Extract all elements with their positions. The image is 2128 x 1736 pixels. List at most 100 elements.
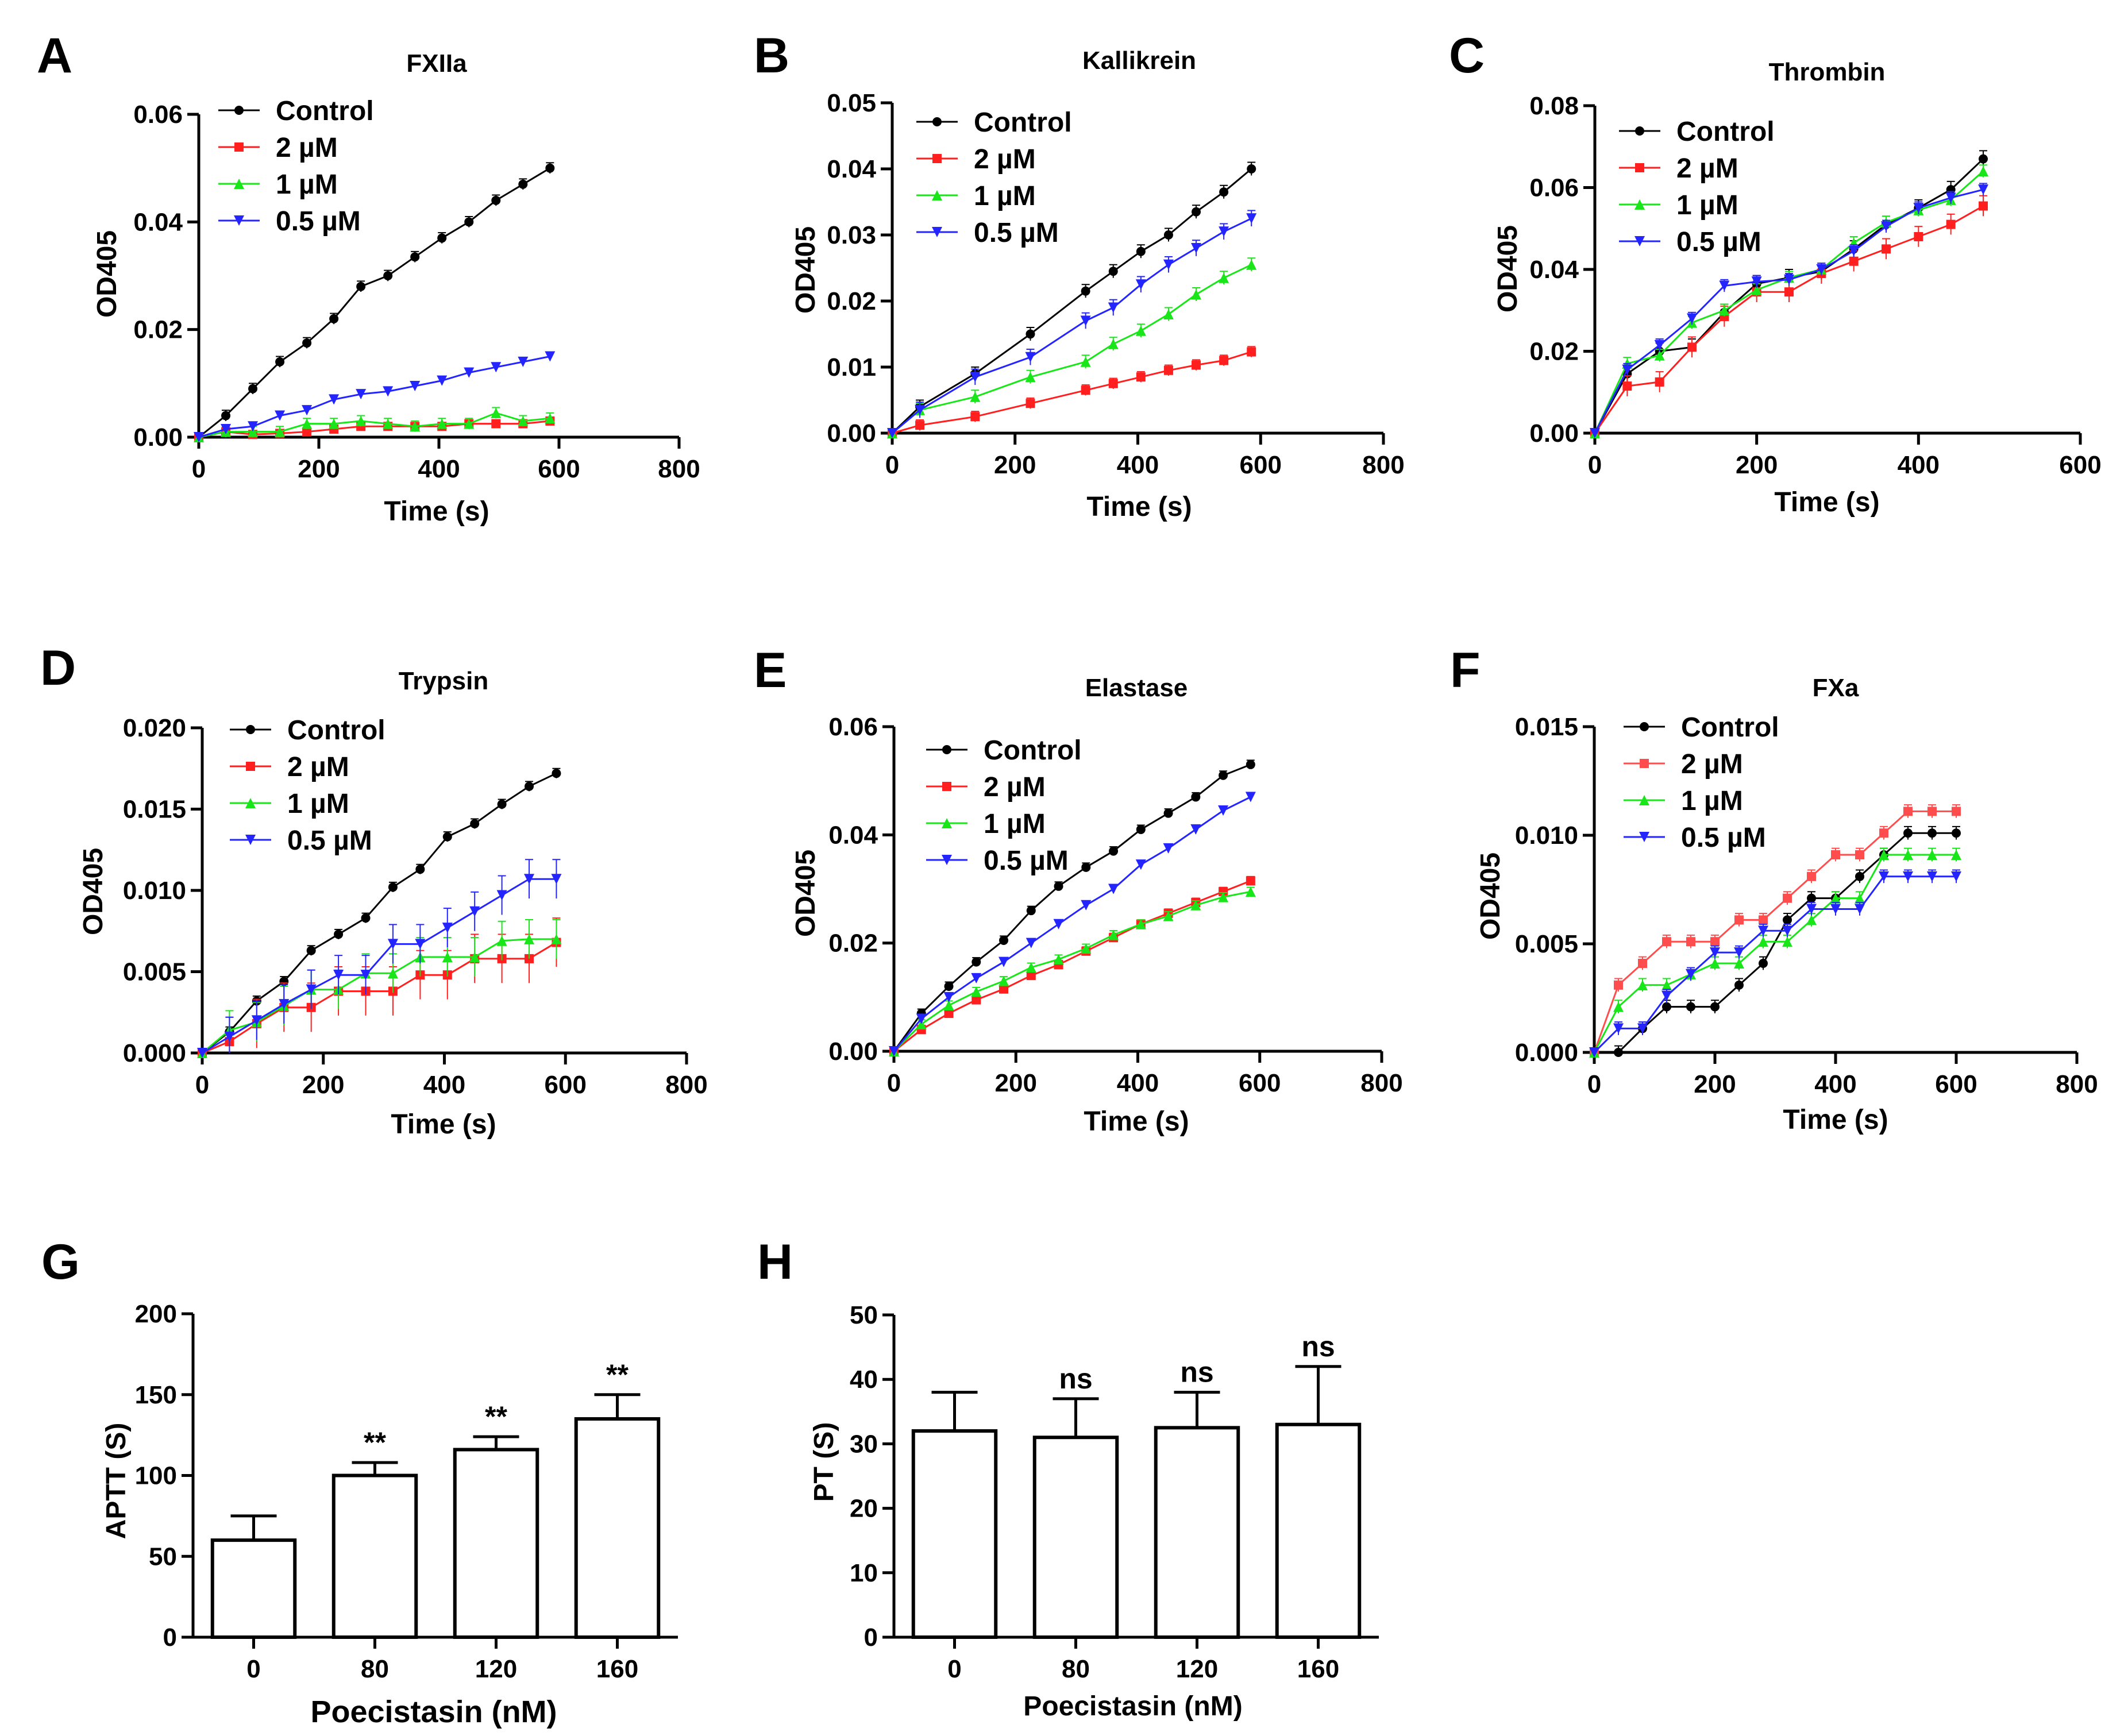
panel-f-legend-label: 2 µM — [1681, 749, 1743, 780]
panel-f-legend-marker — [1640, 759, 1649, 768]
panel-b-data-point — [1025, 352, 1036, 362]
panel-c-legend-label: 2 µM — [1676, 153, 1738, 184]
panel-f-x-tick-label: 800 — [2056, 1070, 2098, 1098]
panel-b-x-tick-label: 0 — [885, 451, 899, 479]
panel-a-data-point — [410, 381, 421, 392]
panel-e-data-point — [999, 975, 1009, 986]
panel-a-data-point — [491, 362, 502, 373]
panel-d-data-point — [442, 832, 452, 842]
panel-c-series-line — [1594, 205, 1984, 434]
panel-h-letter: H — [757, 1235, 793, 1290]
panel-c-x-tick-label: 200 — [1736, 451, 1778, 479]
panel-d-title: Trypsin — [399, 667, 489, 695]
panel-a-data-point — [437, 233, 447, 243]
panel-h-significance-label: ns — [1301, 1330, 1335, 1363]
panel-f-data-point — [1734, 980, 1744, 990]
panel-a-data-point — [248, 421, 259, 432]
panel-b-legend-marker — [932, 117, 942, 126]
panel-f-y-tick-label: 0.005 — [1515, 930, 1578, 958]
panel-e-legend-marker — [942, 855, 952, 865]
panel-e-data-point — [1054, 881, 1063, 891]
panel-c-data-point — [1687, 342, 1697, 352]
panel-b-legend-marker — [932, 154, 942, 163]
panel-c-data-point — [1848, 245, 1859, 256]
panel-c-data-point — [1784, 287, 1794, 297]
panel-e-data-point — [1026, 938, 1036, 948]
panel-b-data-point — [1163, 365, 1173, 375]
panel-a-data-point — [302, 427, 312, 437]
panel-a-data-point — [329, 394, 340, 405]
panel-d-series-line — [202, 938, 557, 1054]
panel-e-x-tick-label: 800 — [1360, 1069, 1402, 1097]
panel-d-x-tick-label: 200 — [302, 1071, 344, 1099]
panel-d-data-point — [361, 913, 371, 923]
panel-e-data-point — [1136, 824, 1146, 834]
panel-e-x-tick-label: 600 — [1239, 1069, 1281, 1097]
panel-b-data-point — [1246, 213, 1257, 224]
panel-b-title: Kallikrein — [1082, 47, 1196, 75]
panel-f-ylabel: OD405 — [1475, 852, 1506, 940]
panel-e-x-tick-label: 0 — [887, 1069, 901, 1097]
panel-a-legend-marker — [234, 215, 244, 226]
panel-a-data-point — [248, 384, 258, 394]
panel-a-data-point — [410, 252, 420, 262]
panel-h-x-tick-label: 0 — [947, 1655, 961, 1683]
panel-h: H 0 10 20 30 40 50 0 80 ns 120 ns 160 ns Poecistasin… — [757, 1235, 1379, 1722]
panel-h-y-tick-label: 0 — [864, 1623, 878, 1652]
panel-h-x-tick-label: 120 — [1176, 1655, 1218, 1683]
panel-b-y-tick-label: 0.03 — [827, 221, 876, 249]
panel-b-data-point — [970, 412, 980, 422]
panel-d-data-point — [496, 890, 507, 901]
panel-a-data-point — [464, 418, 475, 429]
panel-f-data-point — [1879, 828, 1888, 838]
panel-f-data-point — [1855, 850, 1864, 860]
panel-d-data-point — [334, 929, 344, 939]
panel-b-data-point — [1135, 325, 1146, 336]
panel-b-y-tick-label: 0.00 — [827, 419, 876, 447]
panel-d-ylabel: OD405 — [78, 848, 109, 935]
panel-b-data-point — [1191, 243, 1202, 253]
panel-f-data-point — [1758, 936, 1768, 947]
panel-d-x-tick-label: 600 — [545, 1071, 587, 1099]
panel-e-legend-marker — [942, 745, 951, 754]
panel-e-legend-marker — [942, 782, 951, 791]
panel-c-data-point — [1882, 244, 1891, 254]
panel-a-legend-marker — [234, 106, 244, 115]
panel-b-data-point — [1080, 315, 1091, 326]
panel-h-bar — [1154, 1426, 1240, 1639]
panel-a-xlabel: Time (s) — [384, 496, 489, 527]
panel-g-plot: 0 50 100 150 200 0 80 ** 120 ** 160 ** — [135, 1300, 678, 1683]
panel-d-data-point — [497, 800, 507, 809]
panel-a-x-tick-label: 600 — [538, 455, 580, 483]
panel-e-x-tick-label: 200 — [995, 1069, 1037, 1097]
panel-c-y-tick-label: 0.02 — [1529, 338, 1579, 366]
panel-b-xlabel: Time (s) — [1086, 492, 1192, 522]
panel-f-data-point — [1710, 1002, 1720, 1012]
panel-a-data-point — [221, 423, 232, 434]
panel-b-x-tick-label: 200 — [994, 451, 1036, 479]
panel-a-series-line — [198, 167, 551, 438]
panel-f-legend-marker — [1640, 722, 1649, 731]
panel-h-ylabel: PT (S) — [809, 1422, 839, 1502]
panel-c-data-point — [1979, 154, 1988, 164]
panel-b-data-point — [915, 404, 926, 415]
panel-f-title: FXa — [1813, 674, 1859, 702]
panel-a-series-line — [198, 412, 550, 438]
panel-a-y-tick-label: 0.06 — [133, 101, 183, 129]
panel-d-data-point — [524, 933, 535, 944]
panel-c-data-point — [1979, 201, 1988, 211]
panel-e-data-point — [971, 973, 982, 983]
panel-a-data-point — [383, 271, 393, 280]
panel-f-data-point — [1734, 958, 1744, 969]
panel-f: F FXa 0.000 0.005 0.010 0.015 0 200 400 600 800 C… — [1450, 643, 2098, 1135]
panel-e-series-line — [893, 890, 1251, 1052]
panel-f-data-point — [1952, 828, 1961, 838]
panel-b-data-point — [1081, 286, 1090, 296]
panel-e-legend-label: 0.5 µM — [984, 846, 1069, 876]
panel-e-data-point — [1081, 862, 1091, 872]
panel-d-data-point — [442, 923, 453, 933]
panel-c-data-point — [1784, 274, 1794, 285]
panel-b-data-point — [1025, 372, 1036, 383]
panel-c-data-point — [1881, 221, 1891, 232]
panel-d-x-tick-label: 0 — [195, 1071, 209, 1099]
